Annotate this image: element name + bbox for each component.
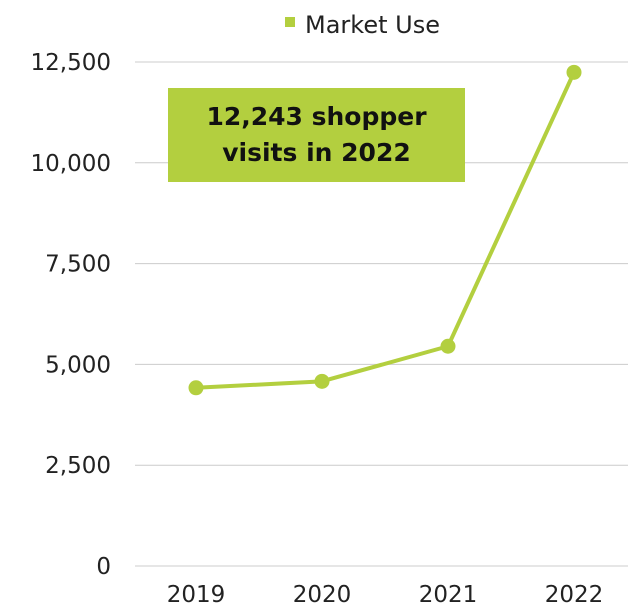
y-tick-label: 10,000 <box>31 151 111 177</box>
x-tick-label: 2021 <box>419 582 478 607</box>
legend-label: Market Use <box>305 11 440 39</box>
y-axis-ticks: 0 2,500 5,000 7,500 10,000 12,500 <box>31 50 111 580</box>
y-tick-label: 7,500 <box>45 252 111 278</box>
y-tick-label: 5,000 <box>45 352 111 378</box>
series-market-use <box>188 64 582 396</box>
x-tick-label: 2019 <box>167 582 226 607</box>
data-point <box>188 380 204 396</box>
annotation-line-2: visits in 2022 <box>222 138 411 167</box>
y-tick-label: 2,500 <box>45 453 111 479</box>
series-line <box>195 71 576 390</box>
y-tick-label: 0 <box>96 554 111 580</box>
x-tick-label: 2022 <box>545 582 604 607</box>
data-point <box>566 64 582 80</box>
y-tick-label: 12,500 <box>31 50 111 76</box>
annotation-callout: 12,243 shopper visits in 2022 <box>168 88 465 182</box>
x-tick-label: 2020 <box>293 582 352 607</box>
annotation-line-1: 12,243 shopper <box>206 102 427 131</box>
x-axis-ticks: 2019 2020 2021 2022 <box>167 582 604 607</box>
data-point <box>440 338 456 354</box>
data-point <box>314 373 330 389</box>
legend-swatch <box>285 17 295 27</box>
legend: Market Use <box>285 11 440 39</box>
